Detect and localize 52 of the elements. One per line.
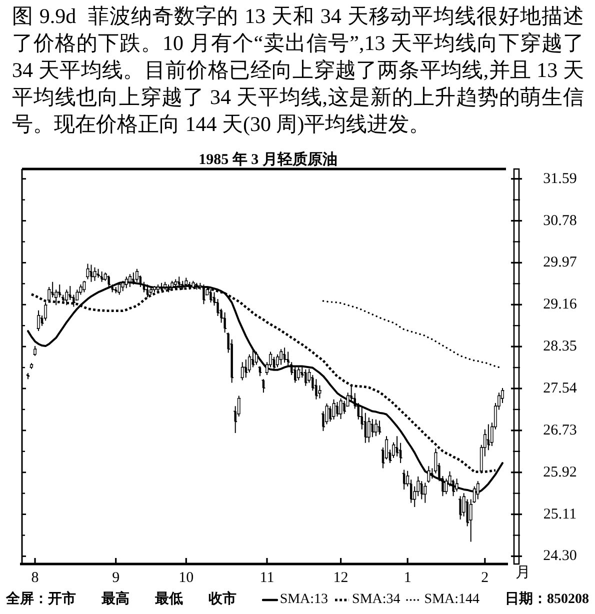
x-tick-label: 2 — [481, 570, 489, 586]
candlestick — [336, 401, 338, 417]
legend-label: SMA:13 — [280, 591, 328, 609]
candlestick — [332, 398, 336, 420]
chart-title: 图 9.9d 菲波纳奇数字的 13 天和 34 天移动平均线很好地描述了价格的下跌。10 月有个“卖出信号”,13 天平均线向下穿越了 34 天平均线。目前价格已经向上穿越了两条平均线,并且 13 天平均线也向上穿越了 34 天平均线,这是新的上升趋势的萌生信号。现在价格正向 144 天(30 周)平均线进发。 — [12, 3, 584, 138]
y-tick-label: 26.73 — [543, 422, 577, 438]
legend-label: SMA:34 — [352, 591, 400, 609]
text: 收市 — [208, 591, 236, 609]
candlestick — [367, 416, 370, 443]
candlestick — [65, 289, 68, 306]
candlestick — [427, 466, 430, 484]
text: 全屏：开市 — [6, 591, 76, 609]
candlestick — [210, 288, 212, 304]
candlestick — [34, 346, 36, 356]
y-tick-label: 24.30 — [543, 548, 577, 564]
candlestick — [90, 264, 92, 282]
text: 最高 — [101, 591, 130, 609]
candlestick — [339, 398, 342, 420]
y-tick-label: 25.92 — [543, 464, 577, 480]
candlestick — [100, 271, 103, 282]
legend-label: SMA:144 — [424, 591, 480, 609]
y-tick-label: 27.54 — [543, 380, 578, 396]
text: 日期：850208 — [504, 591, 589, 609]
candlestick — [297, 366, 300, 381]
y-tick-label: 31.59 — [543, 170, 577, 187]
candlestick — [30, 362, 33, 370]
candlestick — [402, 469, 406, 490]
x-tick-label: 1 — [404, 570, 412, 586]
x-tick-label: 9 — [112, 570, 120, 586]
candlestick — [240, 362, 244, 381]
candlestick — [37, 310, 40, 332]
text: 最低 — [154, 591, 183, 609]
x-tick-label: 12 — [333, 570, 348, 586]
chart-subtitle: 1985 年 3 月轻质原油 — [198, 151, 338, 168]
candlestick — [272, 356, 276, 370]
y-tick-label: 25.11 — [543, 506, 577, 522]
candlestick — [315, 378, 318, 400]
y-tick-label: 29.16 — [543, 296, 578, 313]
x-tick-label: 11 — [260, 570, 274, 586]
candlestick — [254, 351, 258, 366]
candlestick — [93, 266, 96, 282]
candlestick — [96, 268, 100, 278]
candlestick — [374, 419, 378, 437]
candlestick — [280, 348, 282, 366]
y-tick-label: 30.78 — [543, 212, 577, 229]
x-tick-label: 8 — [31, 570, 39, 586]
x-axis-title: 月 — [516, 565, 530, 581]
y-tick-label: 29.97 — [543, 254, 578, 271]
y-tick-label: 28.35 — [543, 338, 577, 355]
candlestick — [262, 378, 265, 394]
x-tick-label: 10 — [178, 570, 194, 586]
candlestick — [424, 482, 427, 504]
